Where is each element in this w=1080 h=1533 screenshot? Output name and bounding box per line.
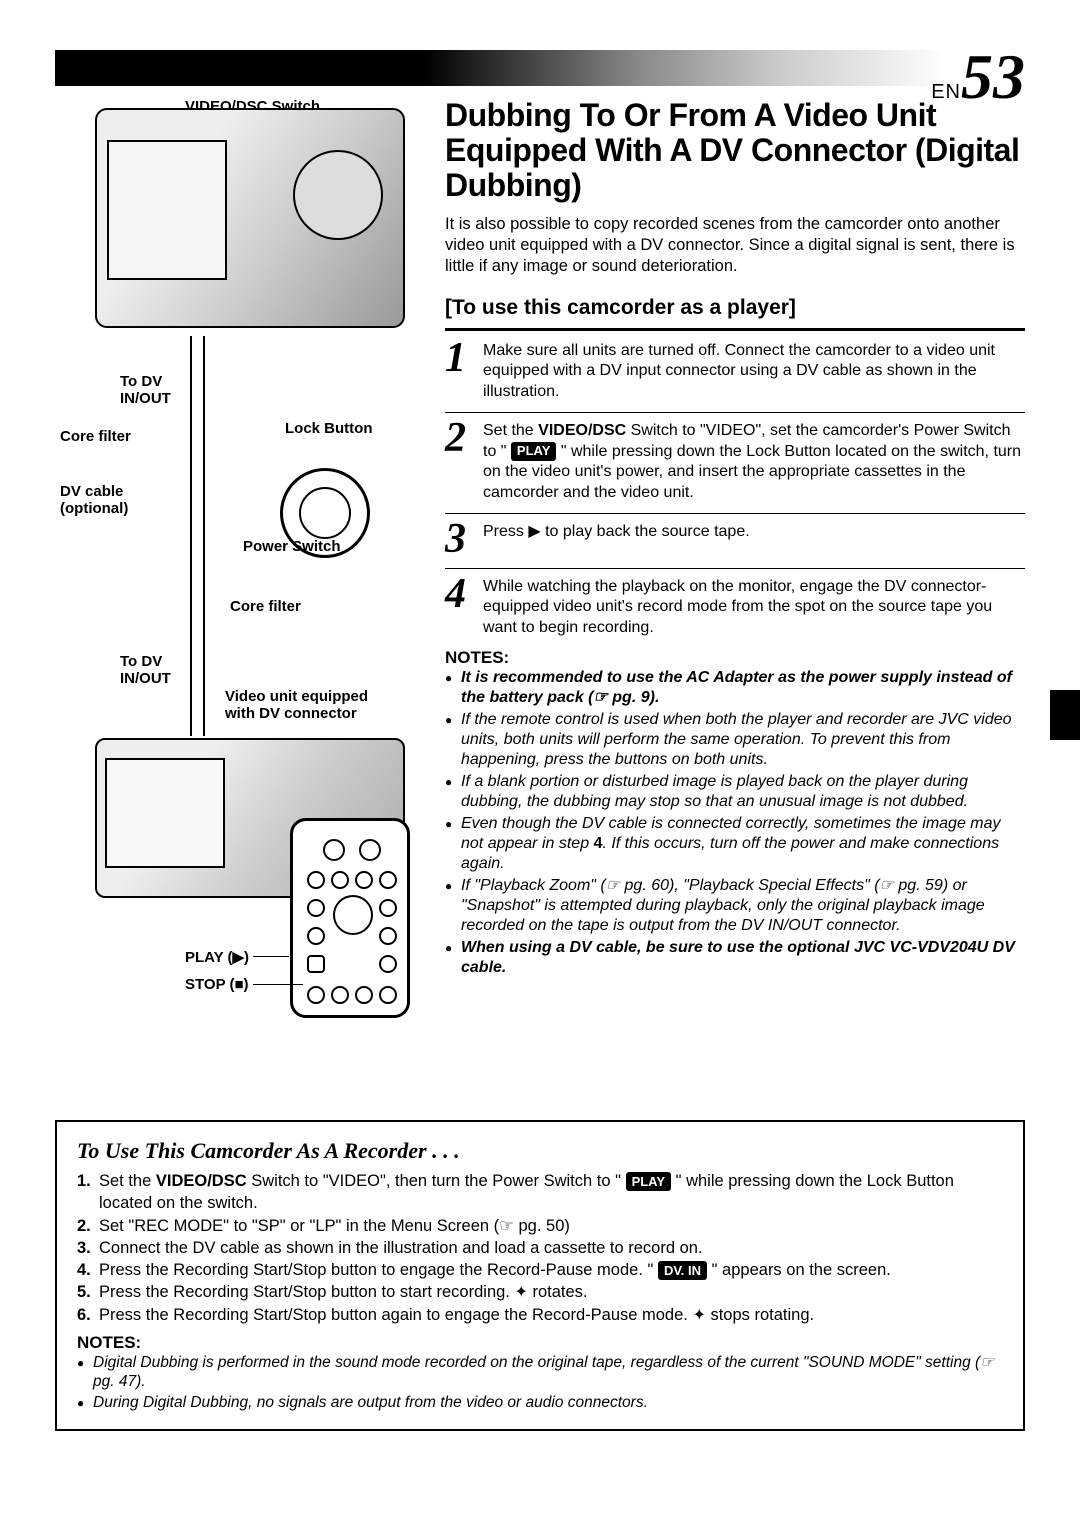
step-number: 6. bbox=[77, 1304, 99, 1327]
rotor-icon bbox=[514, 1283, 527, 1301]
label-video-unit: Video unit equipped with DV connector bbox=[225, 688, 368, 722]
step-text: Press the Recording Start/Stop button to… bbox=[99, 1259, 891, 1281]
text-fragment: rotates. bbox=[528, 1283, 588, 1301]
text-fragment: " while pressing down the Lock Button lo… bbox=[483, 443, 1021, 501]
step-number: 3 bbox=[445, 522, 475, 558]
page-prefix: EN bbox=[931, 81, 961, 103]
step-2: 2 Set the VIDEO/DSC Switch to "VIDEO", s… bbox=[445, 421, 1025, 503]
label-to-dv-inout-bottom: To DV IN/OUT bbox=[120, 653, 171, 687]
bold-term: VIDEO/DSC bbox=[538, 422, 626, 439]
rotor-icon bbox=[692, 1306, 705, 1324]
divider bbox=[445, 513, 1025, 514]
step-4: 4 While watching the playback on the mon… bbox=[445, 577, 1025, 638]
step-text: Make sure all units are turned off. Conn… bbox=[483, 341, 1025, 402]
note-item: Even though the DV cable is connected co… bbox=[445, 814, 1025, 874]
divider bbox=[445, 328, 1025, 331]
recorder-step-4: 4. Press the Recording Start/Stop button… bbox=[77, 1259, 1003, 1281]
notes-list: It is recommended to use the AC Adapter … bbox=[445, 668, 1025, 978]
step-text: Press the Recording Start/Stop button to… bbox=[99, 1281, 588, 1304]
chapter-tab bbox=[1050, 690, 1080, 740]
text-fragment: Switch to "VIDEO", then turn the Power S… bbox=[247, 1172, 626, 1190]
player-subhead: [To use this camcorder as a player] bbox=[445, 296, 1025, 320]
text-fragment: " appears on the screen. bbox=[707, 1261, 891, 1279]
recorder-step-6: 6. Press the Recording Start/Stop button… bbox=[77, 1304, 1003, 1327]
label-stop: STOP (■) bbox=[185, 976, 249, 993]
bold-term: VIDEO/DSC bbox=[156, 1172, 247, 1190]
diagram-column: VIDEO/DSC Switch To DV IN/OUT Core filte… bbox=[55, 98, 425, 998]
text-fragment: Set the bbox=[99, 1172, 156, 1190]
note-item: During Digital Dubbing, no signals are o… bbox=[77, 1393, 1003, 1412]
recorder-box: To Use This Camcorder As A Recorder . . … bbox=[55, 1120, 1025, 1431]
text-fragment: Press the Recording Start/Stop button to… bbox=[99, 1261, 658, 1279]
recorder-step-3: 3. Connect the DV cable as shown in the … bbox=[77, 1237, 1003, 1259]
label-to-dv-inout-top: To DV IN/OUT bbox=[120, 373, 171, 407]
step-text: Set "REC MODE" to "SP" or "LP" in the Me… bbox=[99, 1215, 570, 1237]
step-text: While watching the playback on the monit… bbox=[483, 577, 1025, 638]
text-fragment: stops rotating. bbox=[706, 1306, 814, 1324]
main-content: VIDEO/DSC Switch To DV IN/OUT Core filte… bbox=[55, 50, 1025, 998]
step-text: Set the VIDEO/DSC Switch to "VIDEO", set… bbox=[483, 421, 1025, 503]
step-number: 5. bbox=[77, 1281, 99, 1304]
label-lock-button: Lock Button bbox=[285, 420, 373, 437]
label-core-filter-bottom: Core filter bbox=[230, 598, 301, 615]
page-number: EN53 bbox=[931, 40, 1025, 114]
step-1: 1 Make sure all units are turned off. Co… bbox=[445, 341, 1025, 402]
step-number: 4. bbox=[77, 1259, 99, 1281]
play-pill-icon: PLAY bbox=[511, 442, 556, 461]
remote-illustration bbox=[290, 818, 410, 1018]
step-number: 1 bbox=[445, 341, 475, 402]
notes-heading: NOTES: bbox=[445, 648, 1025, 668]
divider bbox=[445, 412, 1025, 413]
notes-heading: NOTES: bbox=[77, 1333, 1003, 1353]
recorder-steps: 1. Set the VIDEO/DSC Switch to "VIDEO", … bbox=[77, 1170, 1003, 1327]
note-item: When using a DV cable, be sure to use th… bbox=[445, 938, 1025, 978]
recorder-notes: Digital Dubbing is performed in the soun… bbox=[77, 1353, 1003, 1413]
step-number: 1. bbox=[77, 1170, 99, 1215]
step-3: 3 Press ▶ to play back the source tape. bbox=[445, 522, 1025, 558]
step-number: 3. bbox=[77, 1237, 99, 1259]
step-text: Press the Recording Start/Stop button ag… bbox=[99, 1304, 814, 1327]
step-number: 4 bbox=[445, 577, 475, 638]
step-number: 2. bbox=[77, 1215, 99, 1237]
note-item: It is recommended to use the AC Adapter … bbox=[445, 668, 1025, 708]
diagram-container: VIDEO/DSC Switch To DV IN/OUT Core filte… bbox=[55, 98, 425, 998]
step-text: Connect the DV cable as shown in the ill… bbox=[99, 1237, 703, 1259]
note-item: If the remote control is used when both … bbox=[445, 710, 1025, 770]
divider bbox=[445, 568, 1025, 569]
note-item: If a blank portion or disturbed image is… bbox=[445, 772, 1025, 812]
step-text: Set the VIDEO/DSC Switch to "VIDEO", the… bbox=[99, 1170, 1003, 1215]
dvin-pill-icon: DV. IN bbox=[658, 1261, 707, 1281]
recorder-step-2: 2. Set "REC MODE" to "SP" or "LP" in the… bbox=[77, 1215, 1003, 1237]
page-num: 53 bbox=[961, 41, 1025, 112]
recorder-heading: To Use This Camcorder As A Recorder . . … bbox=[77, 1138, 1003, 1164]
text-fragment: Press the Recording Start/Stop button ag… bbox=[99, 1306, 692, 1324]
text-fragment: Press the Recording Start/Stop button to… bbox=[99, 1283, 514, 1301]
note-item: Digital Dubbing is performed in the soun… bbox=[77, 1353, 1003, 1392]
note-item: If "Playback Zoom" (☞ pg. 60), "Playback… bbox=[445, 876, 1025, 936]
play-pill-icon: PLAY bbox=[626, 1172, 671, 1192]
label-dv-cable: DV cable (optional) bbox=[60, 483, 128, 517]
label-power-switch: Power Switch bbox=[243, 538, 341, 555]
recorder-step-1: 1. Set the VIDEO/DSC Switch to "VIDEO", … bbox=[77, 1170, 1003, 1215]
text-fragment: Set the bbox=[483, 422, 538, 439]
recorder-step-5: 5. Press the Recording Start/Stop button… bbox=[77, 1281, 1003, 1304]
step-number: 2 bbox=[445, 421, 475, 503]
intro-paragraph: It is also possible to copy recorded sce… bbox=[445, 214, 1025, 278]
camcorder-illustration bbox=[95, 108, 405, 328]
label-core-filter-top: Core filter bbox=[60, 428, 131, 445]
text-column: Dubbing To Or From A Video Unit Equipped… bbox=[445, 98, 1025, 998]
label-play: PLAY (▶) bbox=[185, 948, 249, 966]
step-text: Press ▶ to play back the source tape. bbox=[483, 522, 1025, 558]
